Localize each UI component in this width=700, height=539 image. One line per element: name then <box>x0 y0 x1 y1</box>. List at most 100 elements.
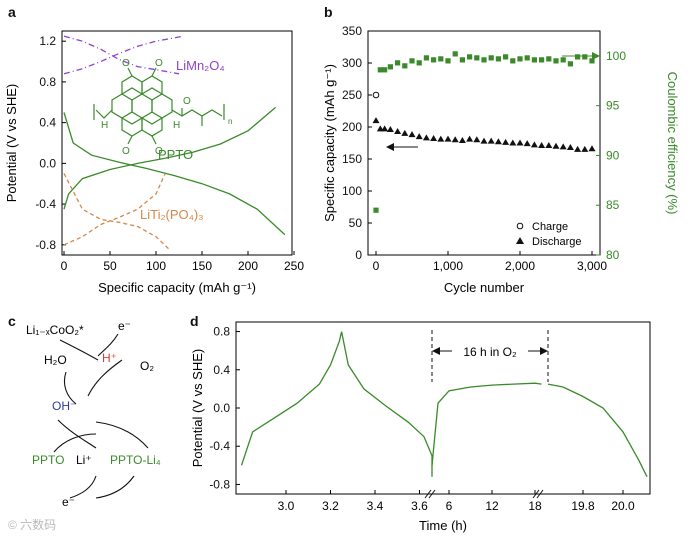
y-axis-b-tick-label: 350 <box>342 24 362 38</box>
potential-curve-segment <box>431 382 542 466</box>
ce-point <box>373 207 379 213</box>
y2-axis-b-tick-label: 90 <box>606 148 620 162</box>
scheme-arrows <box>53 333 149 499</box>
ppto-label-o5: O <box>183 96 191 107</box>
annotation-liti: LiTi₂(PO₄)₃ <box>140 207 204 222</box>
scheme-e-top: e⁻ <box>118 319 131 333</box>
ce-point <box>459 57 465 63</box>
legend-discharge-label: Discharge <box>532 236 582 248</box>
y-axis-a-tick-label: 0.4 <box>39 116 56 130</box>
ce-point <box>503 54 509 60</box>
discharge-point <box>566 143 574 150</box>
discharge-point <box>530 141 538 148</box>
axis-break-marks <box>424 489 544 499</box>
legend-discharge-marker <box>516 237 524 244</box>
y2-axis-b-tick-label: 95 <box>606 99 620 113</box>
scheme-h2o: H₂O <box>44 353 67 367</box>
ce-point <box>387 64 393 70</box>
ce-point <box>560 57 566 63</box>
discharge-point <box>415 133 423 140</box>
ppto-label-n: n <box>228 117 232 126</box>
legend-b: Charge Discharge <box>516 221 582 248</box>
discharge-point <box>376 125 384 132</box>
discharge-point <box>381 125 389 132</box>
x-axis-d-tick-label: 20.0 <box>611 499 635 513</box>
charge-point <box>372 91 380 99</box>
discharge-point <box>473 136 481 143</box>
ce-point <box>395 60 401 66</box>
discharge-point <box>408 131 416 138</box>
arrow-to-ce-axis <box>562 52 600 60</box>
x-axis-d-tick-label: 3.2 <box>322 499 339 513</box>
discharge-point <box>523 140 531 147</box>
curve-limn-discharge <box>63 35 184 75</box>
x-axis-d-tick-label: 12 <box>485 499 499 513</box>
ce-point <box>495 56 501 62</box>
discharge-point <box>466 135 474 142</box>
x-axis-b-tick-label: 1,000 <box>433 259 463 273</box>
x-axis-a-tick-label: 0 <box>61 259 68 273</box>
y2-axis-b-tick-label: 100 <box>606 49 626 63</box>
arrow-to-capacity-axis <box>386 143 418 151</box>
ce-point <box>481 57 487 63</box>
panel-label-b: b <box>324 4 333 20</box>
y-axis-d-tick-label: 0.8 <box>213 325 230 339</box>
discharge-point <box>509 139 517 146</box>
plot-frame-b <box>367 30 601 256</box>
discharge-point <box>437 135 445 142</box>
x-axis-b-tick-label: 2,000 <box>505 259 535 273</box>
y-axis-d-tick-label: -0.4 <box>209 439 230 453</box>
discharge-point <box>480 137 488 144</box>
discharge-point <box>588 145 596 152</box>
annotation-ppto: PPTO <box>158 147 193 162</box>
ce-point <box>416 60 422 66</box>
ce-point <box>531 57 537 63</box>
ce-point <box>474 55 480 61</box>
ce-point <box>431 57 437 63</box>
potential-curve-segment <box>340 331 433 477</box>
discharge-point <box>581 145 589 152</box>
scheme-ppto-li4: PPTO-Li₄ <box>110 453 161 467</box>
y-axis-b-tick-label: 150 <box>342 152 362 166</box>
curve-liti-charge <box>63 173 171 251</box>
ppto-label-h-right: H <box>173 120 180 131</box>
discharge-point <box>444 135 452 142</box>
ppto-label-h-left: H <box>101 120 108 131</box>
y-axis-a-tick-label: 0.8 <box>39 75 56 89</box>
ce-point <box>524 55 530 61</box>
y-axis-b-tick-label: 250 <box>342 88 362 102</box>
annotation-limn: LiMn₂O₄ <box>176 58 225 73</box>
y-axis-b-tick-label: 0 <box>355 248 362 262</box>
watermark: © 六数码 <box>8 518 57 532</box>
ppto-label-o3: O <box>122 146 130 157</box>
y-axis-d-tick-label: 0.0 <box>213 401 230 415</box>
legend-charge-marker <box>516 222 524 230</box>
y2-axis-label-b: Coulombic efficiency (%) <box>665 72 680 215</box>
x-axis-a-tick-label: 250 <box>284 259 304 273</box>
ce-point <box>423 55 429 61</box>
plot-frame-d <box>235 321 651 495</box>
scheme-e-bottom: e⁻ <box>62 495 75 509</box>
potential-curve-segment <box>547 383 648 478</box>
y-axis-b-tick-label: 200 <box>342 120 362 134</box>
ce-point <box>567 61 573 67</box>
ce-point <box>402 63 408 69</box>
scheme-licoo2: Li₁₋ₓCoO₂* <box>26 323 84 337</box>
discharge-point <box>552 142 560 149</box>
x-axis-d-tick-label: 3.0 <box>278 499 295 513</box>
ce-point <box>575 54 581 60</box>
ppto-structure <box>93 67 225 145</box>
discharge-point <box>538 142 546 149</box>
y-axis-a-tick-label: 1.2 <box>39 34 56 48</box>
y-axis-d-tick-label: 0.4 <box>213 363 230 377</box>
y-axis-d-tick-label: -0.8 <box>209 477 230 491</box>
panel-label-d: d <box>190 313 199 329</box>
potential-curve-segment <box>240 331 343 466</box>
discharge-point <box>458 136 466 143</box>
x-axis-d-tick-label: 3.6 <box>411 499 428 513</box>
y-axis-label-d: Potential (V vs SHE) <box>190 349 205 468</box>
y-axis-a-tick-label: 0.0 <box>39 156 56 170</box>
